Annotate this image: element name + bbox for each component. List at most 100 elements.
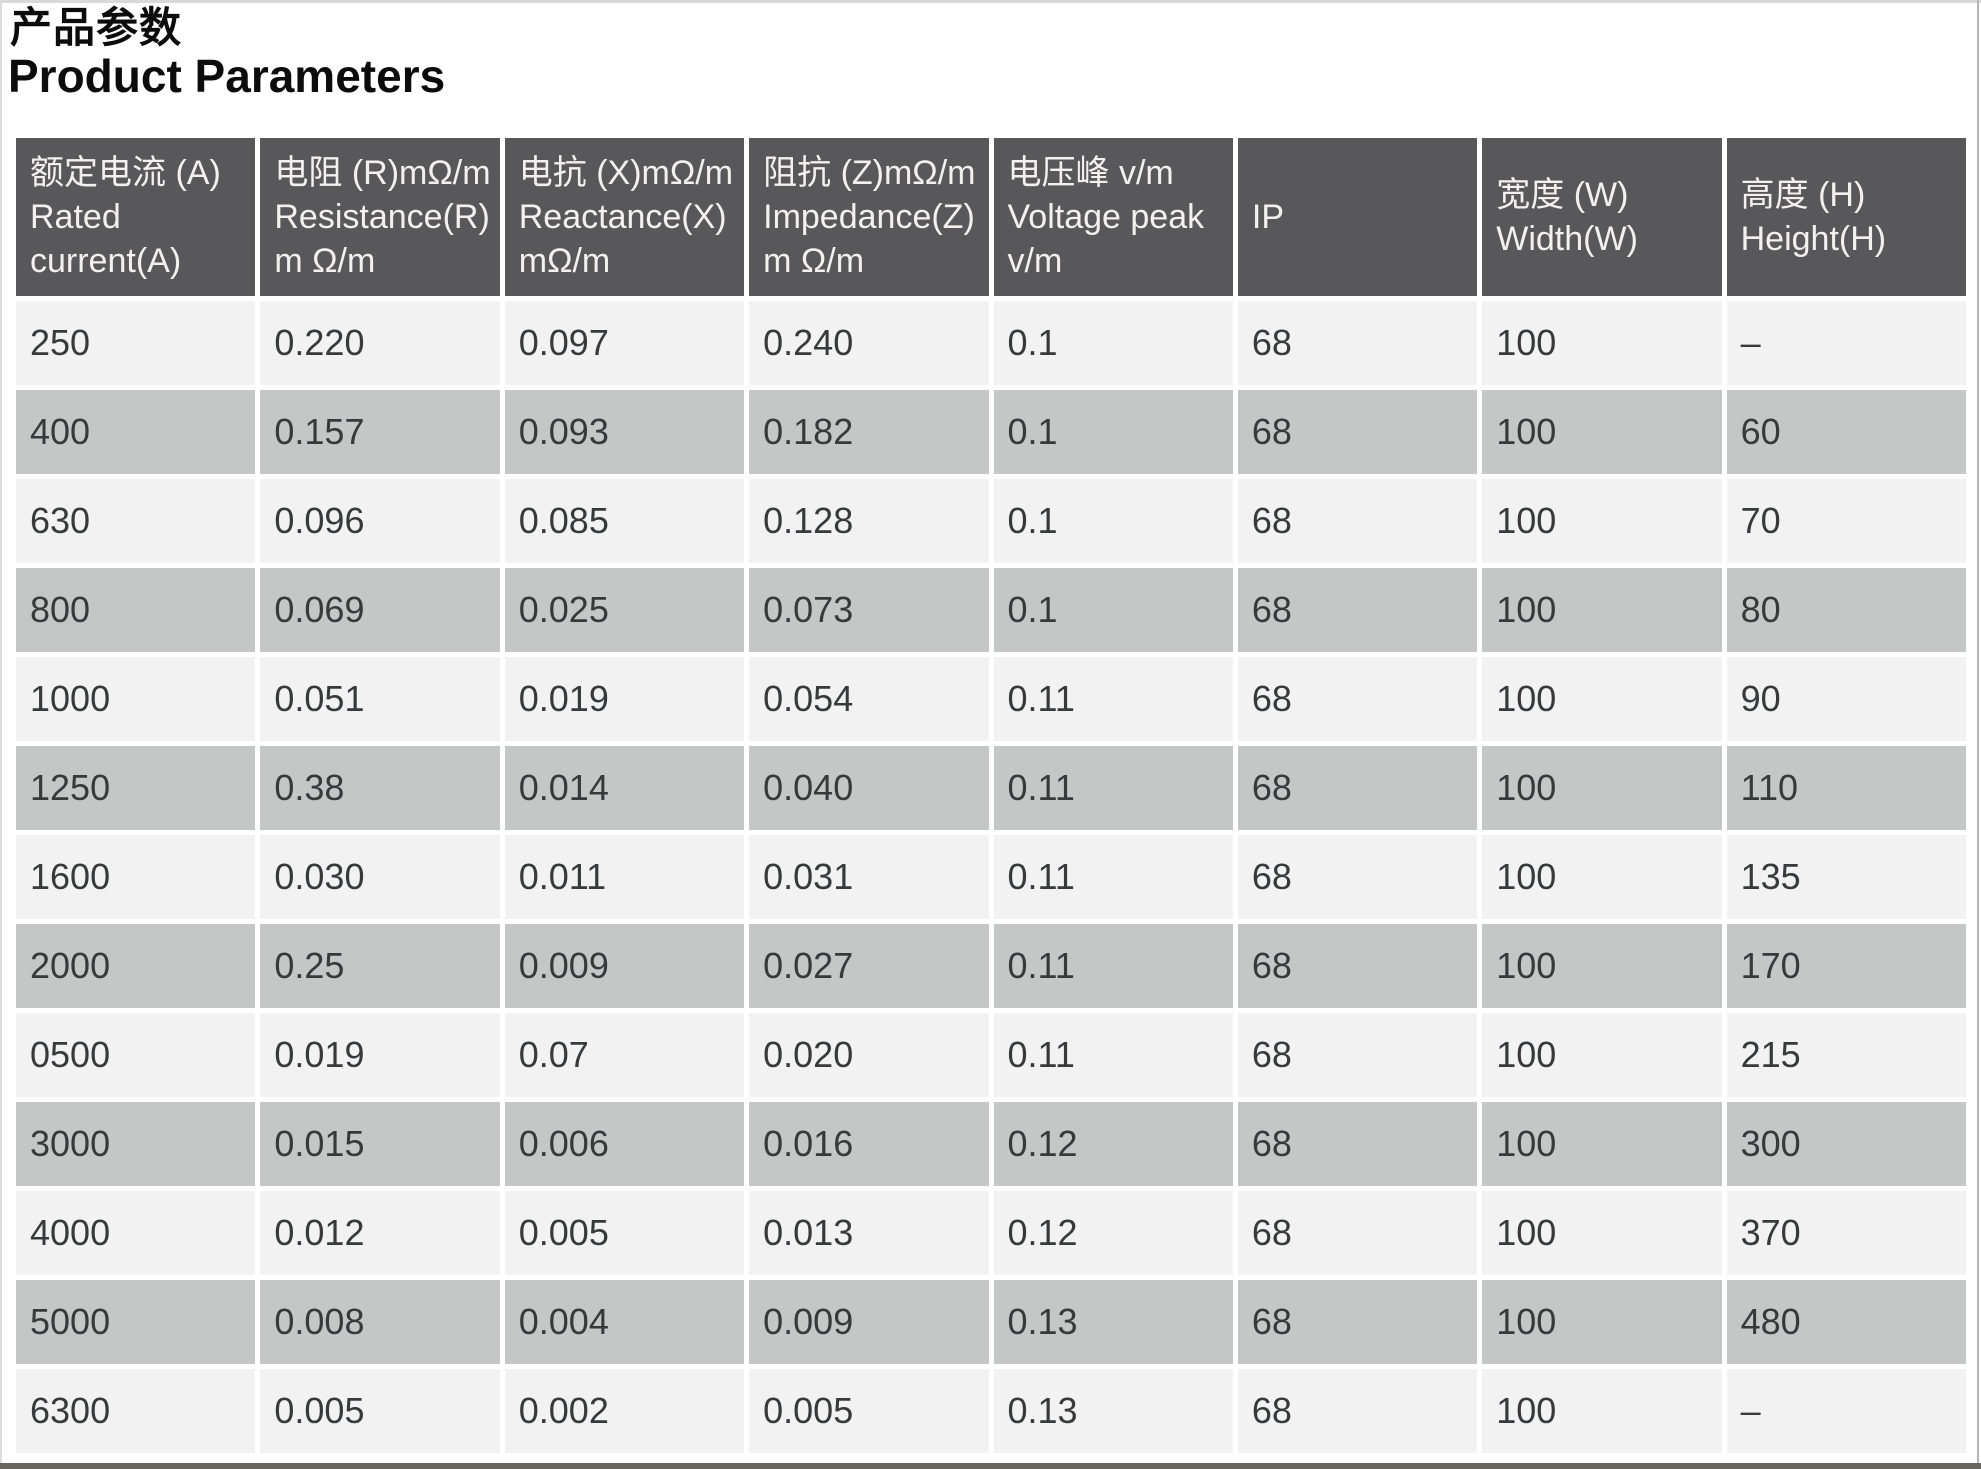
cell-impedance: 0.016: [749, 1102, 989, 1186]
cell-reactance: 0.097: [504, 301, 745, 385]
cell-voltage-peak: 0.12: [993, 1191, 1233, 1275]
page-edge-bottom: [0, 1463, 1981, 1469]
page-title-en: Product Parameters: [8, 50, 446, 102]
cell-impedance: 0.009: [749, 1280, 989, 1364]
cell-width: 100: [1482, 835, 1722, 919]
column-header-impedance: 阻抗 (Z)mΩ/m Impedance(Z) m Ω/m: [749, 138, 989, 296]
cell-ip: 68: [1237, 1102, 1478, 1186]
column-header-line: 电抗 (X)mΩ/m: [518, 154, 734, 192]
cell-height: 170: [1726, 924, 1966, 1008]
cell-ip: 68: [1237, 657, 1478, 741]
cell-reactance: 0.025: [504, 568, 745, 652]
cell-width: 100: [1482, 568, 1722, 652]
cell-voltage-peak: 0.1: [993, 568, 1233, 652]
cell-rated-current: 800: [16, 568, 256, 652]
cell-rated-current: 1000: [16, 657, 256, 741]
cell-reactance: 0.093: [504, 390, 745, 474]
cell-ip: 68: [1237, 835, 1478, 919]
product-parameters-table: 额定电流 (A) Rated current(A) 电阻 (R)mΩ/m Resista…: [16, 138, 1966, 1453]
cell-rated-current: 400: [16, 390, 256, 474]
column-header-line: Width(W): [1496, 220, 1638, 258]
cell-height: 300: [1726, 1102, 1966, 1186]
cell-reactance: 0.014: [504, 746, 745, 830]
cell-height: 480: [1726, 1280, 1966, 1364]
cell-rated-current: 1600: [16, 835, 256, 919]
cell-height: 60: [1726, 390, 1966, 474]
column-header-line: IP: [1251, 198, 1284, 236]
cell-rated-current: 3000: [16, 1102, 256, 1186]
cell-voltage-peak: 0.1: [993, 301, 1233, 385]
cell-resistance: 0.096: [260, 479, 500, 563]
page-title-zh: 产品参数: [10, 4, 183, 51]
cell-width: 100: [1482, 657, 1722, 741]
column-header-line: 额定电流 (A): [30, 154, 221, 192]
cell-voltage-peak: 0.11: [993, 835, 1233, 919]
cell-voltage-peak: 0.11: [993, 1013, 1233, 1097]
cell-width: 100: [1482, 1102, 1722, 1186]
cell-width: 100: [1482, 924, 1722, 1008]
cell-impedance: 0.031: [749, 835, 989, 919]
cell-height: 110: [1726, 746, 1966, 830]
cell-resistance: 0.030: [260, 835, 500, 919]
column-header-line: 电压峰 v/m: [1007, 154, 1174, 192]
cell-reactance: 0.019: [504, 657, 745, 741]
cell-rated-current: 630: [16, 479, 256, 563]
cell-height: –: [1726, 1369, 1966, 1453]
cell-voltage-peak: 0.12: [993, 1102, 1233, 1186]
column-header-line: mΩ/m: [518, 242, 611, 280]
cell-impedance: 0.073: [749, 568, 989, 652]
column-header-line: m Ω/m: [763, 242, 865, 280]
column-header-line: Impedance(Z): [763, 198, 975, 236]
cell-width: 100: [1482, 746, 1722, 830]
column-header-reactance: 电抗 (X)mΩ/m Reactance(X) mΩ/m: [504, 138, 745, 296]
cell-width: 100: [1482, 301, 1722, 385]
cell-ip: 68: [1237, 1280, 1478, 1364]
cell-impedance: 0.054: [749, 657, 989, 741]
column-header-line: Voltage peak: [1007, 198, 1205, 236]
column-header-line: 电阻 (R)mΩ/m: [274, 154, 491, 192]
cell-rated-current: 0500: [16, 1013, 256, 1097]
column-header-line: 阻抗 (Z)mΩ/m: [763, 154, 976, 192]
cell-impedance: 0.240: [749, 301, 989, 385]
cell-resistance: 0.157: [260, 390, 500, 474]
cell-ip: 68: [1237, 301, 1478, 385]
cell-ip: 68: [1237, 746, 1478, 830]
cell-height: 90: [1726, 657, 1966, 741]
cell-rated-current: 4000: [16, 1191, 256, 1275]
cell-reactance: 0.006: [504, 1102, 745, 1186]
column-header-line: m Ω/m: [274, 242, 376, 280]
cell-width: 100: [1482, 1191, 1722, 1275]
cell-ip: 68: [1237, 1013, 1478, 1097]
cell-voltage-peak: 0.13: [993, 1369, 1233, 1453]
cell-width: 100: [1482, 1369, 1722, 1453]
cell-resistance: 0.220: [260, 301, 500, 385]
cell-width: 100: [1482, 1280, 1722, 1364]
cell-reactance: 0.07: [504, 1013, 745, 1097]
column-header-width: 宽度 (W) Width(W): [1482, 138, 1722, 296]
cell-reactance: 0.011: [504, 835, 745, 919]
cell-ip: 68: [1237, 1191, 1478, 1275]
column-header-line: 高度 (H): [1740, 176, 1866, 214]
cell-voltage-peak: 0.11: [993, 657, 1233, 741]
cell-height: 215: [1726, 1013, 1966, 1097]
column-header-voltage-peak: 电压峰 v/m Voltage peak v/m: [993, 138, 1233, 296]
cell-voltage-peak: 0.1: [993, 479, 1233, 563]
cell-rated-current: 6300: [16, 1369, 256, 1453]
cell-height: 370: [1726, 1191, 1966, 1275]
cell-rated-current: 1250: [16, 746, 256, 830]
column-header-ip: IP: [1237, 138, 1478, 296]
cell-ip: 68: [1237, 1369, 1478, 1453]
cell-rated-current: 5000: [16, 1280, 256, 1364]
cell-impedance: 0.005: [749, 1369, 989, 1453]
cell-impedance: 0.040: [749, 746, 989, 830]
cell-ip: 68: [1237, 390, 1478, 474]
cell-height: 135: [1726, 835, 1966, 919]
cell-resistance: 0.008: [260, 1280, 500, 1364]
column-header-line: Rated: [30, 198, 121, 236]
cell-voltage-peak: 0.1: [993, 390, 1233, 474]
cell-resistance: 0.38: [260, 746, 500, 830]
cell-voltage-peak: 0.11: [993, 746, 1233, 830]
page-edge-left: [0, 0, 2, 1469]
cell-width: 100: [1482, 390, 1722, 474]
cell-resistance: 0.051: [260, 657, 500, 741]
